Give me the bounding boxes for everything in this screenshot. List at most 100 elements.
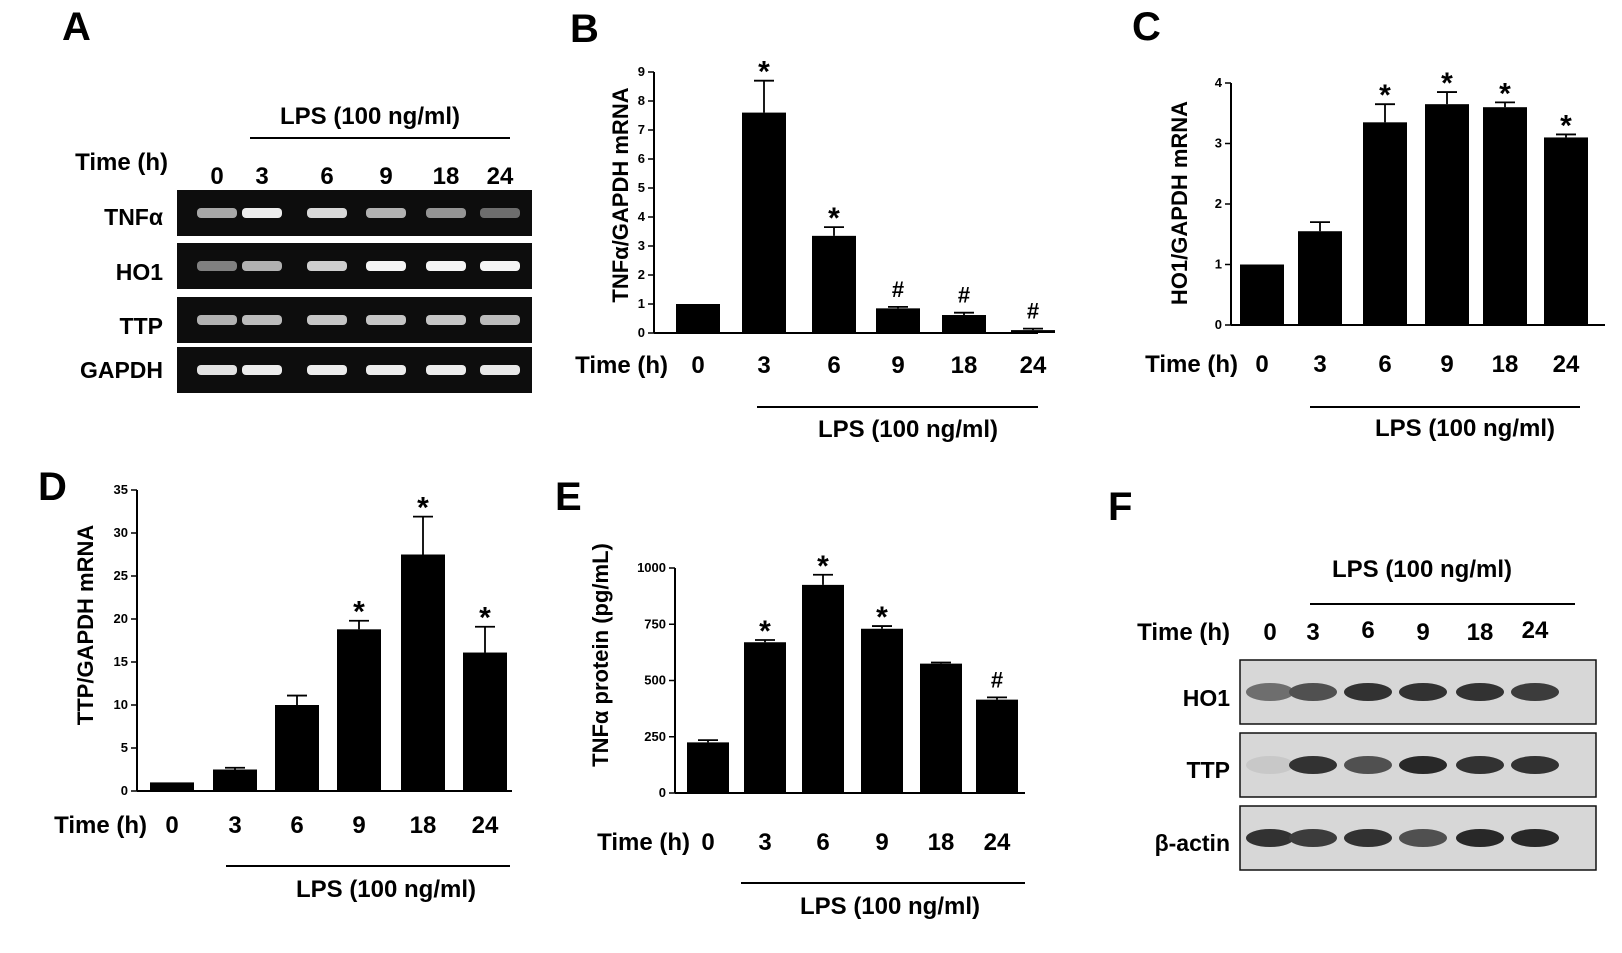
bar: [463, 652, 507, 791]
lane-label: 3: [1306, 619, 1319, 646]
gel-band: [197, 261, 237, 271]
significance-asterisk: *: [1441, 67, 1453, 100]
y-tick-label: 1: [1215, 257, 1222, 272]
x-category-label: 3: [757, 352, 770, 379]
x-category-label: 6: [827, 352, 840, 379]
blot-band: [1511, 829, 1559, 847]
x-category-label: 24: [1020, 352, 1047, 379]
lane-label: 0: [210, 163, 223, 190]
x-category-label: 3: [1313, 351, 1326, 378]
y-tick-label: 0: [659, 785, 666, 800]
bar: [861, 628, 903, 793]
significance-asterisk: *: [1379, 79, 1391, 112]
x-category-label: 3: [758, 829, 771, 856]
y-tick-label: 35: [114, 482, 128, 497]
bar: [1011, 330, 1055, 333]
bar: [920, 663, 962, 793]
gel-band: [307, 208, 347, 218]
y-tick-label: 10: [114, 697, 128, 712]
y-tick-label: 4: [1215, 75, 1223, 90]
lane-label: 3: [255, 163, 268, 190]
panel-c-treatment-label: LPS (100 ng/ml): [1375, 415, 1555, 442]
y-tick-label: 250: [644, 729, 666, 744]
panel-b-treatment-label: LPS (100 ng/ml): [818, 416, 998, 443]
lane-label: 6: [1361, 617, 1374, 644]
significance-asterisk: *: [1560, 109, 1572, 142]
x-category-label: 6: [1378, 351, 1391, 378]
panel-a-treatment-label: LPS (100 ng/ml): [280, 103, 460, 130]
significance-asterisk: *: [479, 602, 491, 635]
significance-asterisk: *: [417, 492, 429, 525]
bar: [1425, 104, 1469, 325]
y-tick-label: 2: [638, 267, 645, 282]
panel-a-lane-labels: 0 3 6 9 18 24: [210, 163, 514, 190]
gel-band: [366, 261, 406, 271]
gel-band: [426, 315, 466, 325]
blot-band: [1289, 756, 1337, 774]
blot-row-label: β-actin: [1155, 830, 1230, 856]
y-tick-label: 7: [638, 122, 645, 137]
x-category-label: 24: [984, 829, 1011, 856]
panel-f-lane-labels: 0 3 6 9 18 24: [1263, 617, 1549, 646]
gel-band: [426, 208, 466, 218]
bar: [213, 769, 257, 791]
blot-band: [1246, 829, 1294, 847]
panel-d-treatment-label: LPS (100 ng/ml): [296, 876, 476, 903]
lane-label: 6: [320, 163, 333, 190]
x-category-label: 18: [1492, 351, 1519, 378]
bar: [1298, 231, 1342, 325]
blot-band: [1456, 683, 1504, 701]
bar: [1483, 107, 1527, 325]
panel-b-x-title: Time (h): [575, 352, 668, 379]
bar: [812, 235, 856, 333]
blot-band: [1289, 829, 1337, 847]
gel-band: [307, 261, 347, 271]
panel-f: F LPS (100 ng/ml) Time (h) 0 3 6 9 18 24…: [1108, 485, 1597, 871]
panel-d-y-axis-title: TTP/GAPDH mRNA: [73, 525, 98, 726]
significance-hash: #: [892, 277, 904, 302]
panel-b-y-axis-title: TNFα/GAPDH mRNA: [608, 87, 633, 302]
x-category-label: 3: [228, 812, 241, 839]
panel-c-y-axis-title: HO1/GAPDH mRNA: [1167, 101, 1192, 305]
bar: [742, 112, 786, 333]
gel-band: [480, 208, 520, 218]
blot-band: [1344, 683, 1392, 701]
y-tick-label: 3: [1215, 136, 1222, 151]
y-tick-label: 15: [114, 654, 128, 669]
panel-a-letter: A: [62, 5, 91, 49]
blot-band: [1511, 756, 1559, 774]
x-category-label: 18: [928, 829, 955, 856]
panel-f-letter: F: [1108, 485, 1132, 529]
gel-band: [307, 315, 347, 325]
x-category-label: 6: [816, 829, 829, 856]
x-category-label: 0: [691, 352, 704, 379]
significance-asterisk: *: [759, 615, 771, 648]
y-tick-label: 6: [638, 151, 645, 166]
bar: [1544, 137, 1588, 325]
x-category-label: 0: [701, 829, 714, 856]
gel-row-label: GAPDH: [80, 357, 163, 383]
gel-band: [242, 208, 282, 218]
panel-c-x-title: Time (h): [1145, 351, 1238, 378]
significance-asterisk: *: [828, 202, 840, 235]
significance-asterisk: *: [876, 601, 888, 634]
panel-a: A LPS (100 ng/ml) Time (h) 0 3 6 9 18 24…: [62, 5, 532, 393]
y-tick-label: 0: [1215, 317, 1222, 332]
blot-band: [1399, 683, 1447, 701]
panel-e-y-axis-title: TNFα protein (pg/mL): [588, 543, 613, 767]
y-tick-label: 9: [638, 64, 645, 79]
panel-d-x-title: Time (h): [54, 812, 147, 839]
panel-a-row-labels: TNFα HO1 TTP GAPDH: [80, 204, 163, 383]
lane-label: 24: [487, 163, 514, 190]
blot-band: [1344, 829, 1392, 847]
y-tick-label: 3: [638, 238, 645, 253]
y-tick-label: 25: [114, 568, 128, 583]
significance-hash: #: [991, 667, 1003, 692]
panel-b-chart: 0 1 2 3 4 5 6 7 8 9 0 * 3 * 6 #9 #18 #24: [638, 56, 1055, 379]
y-tick-label: 750: [644, 616, 666, 631]
gel-row-label: TNFα: [104, 204, 163, 230]
y-tick-label: 500: [644, 673, 666, 688]
blot-band: [1344, 756, 1392, 774]
panel-a-time-label: Time (h): [75, 149, 168, 176]
gel-band: [366, 315, 406, 325]
